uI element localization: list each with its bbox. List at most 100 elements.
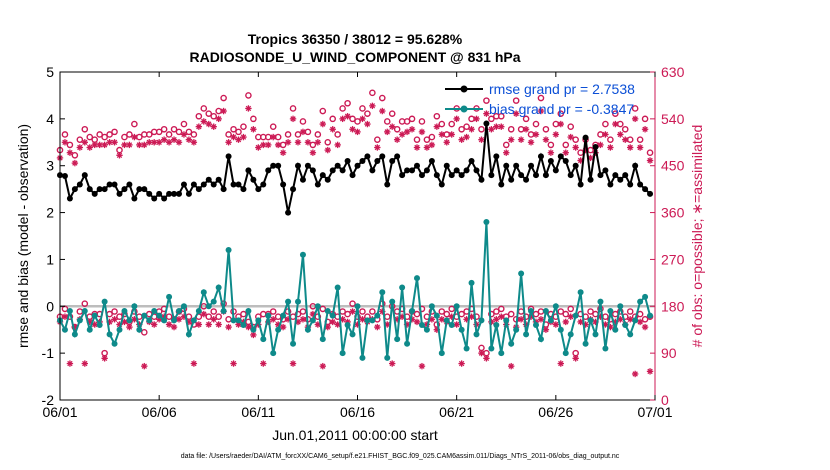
star-stroke [602,131,609,138]
star-stroke [434,123,440,130]
star-stroke [260,142,266,148]
obs-assimilated-marker [304,139,312,146]
star-stroke [315,139,321,145]
star-stroke [563,319,569,325]
obs-possible-marker [369,89,376,97]
rmse-point [230,181,237,188]
star-stroke [201,118,207,125]
obs-assimilated-marker [126,141,133,149]
star-stroke [151,139,157,145]
star-stroke [453,321,460,328]
obs-assimilated-marker [428,141,436,149]
bias-point [290,340,297,347]
obs-assimilated-marker [270,133,277,141]
rmse-point [389,158,396,165]
star-stroke [607,144,614,151]
obs-assimilated-marker [562,149,569,156]
obs-assimilated-marker [319,120,326,128]
star-stroke [563,149,569,156]
obs-assimilated-marker [195,321,203,328]
star-stroke [379,108,385,114]
rmse-point [190,181,197,188]
bias-point [235,317,242,324]
obs-possible-marker [488,310,495,318]
rmse-point [458,172,465,179]
obs-assimilated-marker [557,360,564,367]
obs-possible-marker [403,118,411,125]
y-axis-right-label: # of obs: o=possible; ∗=assimilated [689,125,705,348]
obs-possible-marker [448,120,456,128]
obs-assimilated-marker [398,131,406,138]
obs-possible-marker [106,131,113,138]
star-stroke [111,316,118,323]
obs-assimilated-marker [131,133,138,141]
obs-assimilated-marker [384,128,391,136]
star-stroke [543,327,549,333]
bias-point [151,307,158,314]
obs-assimilated-marker [512,110,520,117]
star-stroke [206,321,212,328]
bias-point [493,322,500,329]
star-stroke [533,131,539,138]
star-stroke [206,121,212,127]
obs-assimilated-marker [294,139,302,146]
obs-assimilated-marker [314,139,322,146]
star-stroke [508,363,514,369]
rmse-point [587,176,594,183]
star-stroke [305,139,311,145]
obs-assimilated-marker [175,316,183,323]
star-stroke [384,129,390,135]
obs-assimilated-marker [274,141,282,149]
obs-assimilated-marker [215,115,222,123]
star-stroke [399,131,405,138]
rmse-point [290,186,297,193]
obs-assimilated-marker [572,144,579,151]
star-stroke [82,360,88,367]
bias-point [428,303,435,310]
obs-possible-marker [339,105,346,112]
x-tick-label: 06/16 [340,404,375,420]
star-stroke [642,324,648,330]
star-stroke [642,126,648,132]
star-stroke [325,147,331,153]
star-stroke [419,363,425,369]
rmse-point [91,190,98,197]
obs-possible-marker [512,97,520,104]
star-stroke [116,152,123,159]
bias-point [230,317,237,324]
bias-point [314,303,321,310]
obs-possible-marker [185,128,193,136]
star-stroke [230,360,237,367]
star-stroke [146,139,152,145]
star-stroke [617,316,623,323]
bias-point [86,326,93,333]
obs-assimilated-marker [111,139,118,146]
obs-assimilated-marker [185,136,193,143]
star-stroke [211,123,217,130]
rmse-point [562,158,569,165]
rmse-point [121,186,128,193]
obs-assimilated-marker [165,321,173,328]
obs-possible-marker [86,133,94,141]
star-stroke [201,311,207,317]
bias-point [627,331,634,338]
star-stroke [92,142,98,148]
obs-possible-marker [438,120,446,128]
obs-assimilated-marker [483,110,490,117]
bias-point [260,336,267,343]
obs-possible-marker [126,131,133,138]
obs-possible-marker [175,128,183,136]
star-stroke [300,129,306,135]
rmse-point [245,167,252,174]
obs-assimilated-marker [369,102,376,110]
bias-point [161,317,168,324]
star-stroke [508,136,514,143]
bias-point [106,331,113,338]
obs-assimilated-marker [309,149,317,156]
bias-point [523,331,530,338]
obs-possible-marker [393,125,401,133]
bias-point [602,345,609,352]
rmse-point [339,167,346,174]
bias-point [205,303,212,310]
obs-possible-marker [314,313,322,320]
